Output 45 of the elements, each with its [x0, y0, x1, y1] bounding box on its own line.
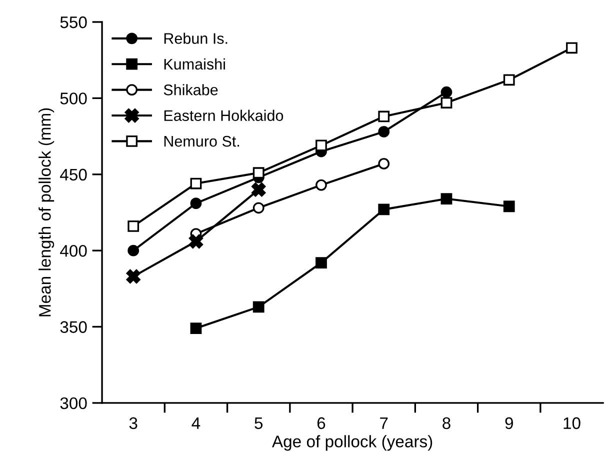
- point: [316, 257, 327, 268]
- point: [378, 126, 390, 138]
- x-tick-label: 6: [317, 417, 326, 430]
- point: [128, 244, 140, 256]
- point: [378, 204, 390, 216]
- point: [252, 301, 264, 313]
- legend-label: Kumaishi: [164, 58, 225, 70]
- point: [503, 200, 515, 212]
- y-tick-label: 500: [60, 92, 87, 104]
- point: [188, 234, 204, 249]
- legend-label: Eastern Hokkaido: [164, 110, 284, 122]
- y-tick-label: 550: [60, 16, 87, 28]
- x-tick-label: 10: [564, 417, 580, 430]
- y-tick-label: 300: [60, 397, 87, 410]
- x-tick-label: 8: [442, 417, 450, 430]
- point: [252, 167, 264, 179]
- point: [378, 110, 390, 122]
- point: [252, 202, 264, 214]
- legend-label: Shikabe: [164, 84, 218, 96]
- legend-label: Rebun Is.: [164, 32, 228, 44]
- point: [252, 182, 266, 197]
- point: [190, 198, 202, 210]
- point: [503, 74, 515, 86]
- point: [440, 193, 452, 204]
- point: [440, 97, 452, 108]
- y-axis-title: Mean length of pollock (mm): [38, 108, 54, 316]
- point: [316, 179, 327, 191]
- legend-label: Nemuro St.: [164, 136, 240, 147]
- point: [378, 158, 390, 170]
- point: [316, 140, 327, 152]
- x-tick-label: 7: [380, 417, 388, 429]
- point: [190, 178, 202, 190]
- point: [566, 42, 578, 54]
- y-tick-label: 350: [60, 321, 87, 333]
- x-axis-title: Age of pollock (years): [272, 435, 432, 451]
- y-tick-label: 400: [60, 244, 87, 257]
- x-tick-label: 9: [505, 417, 513, 430]
- point: [190, 322, 202, 334]
- x-tick-label: 4: [192, 417, 200, 429]
- y-tick-label: 450: [60, 168, 87, 181]
- x-tick-label: 5: [254, 417, 263, 430]
- x-tick-label: 3: [129, 417, 138, 430]
- point: [440, 86, 452, 98]
- point: [126, 269, 140, 284]
- point: [128, 220, 140, 232]
